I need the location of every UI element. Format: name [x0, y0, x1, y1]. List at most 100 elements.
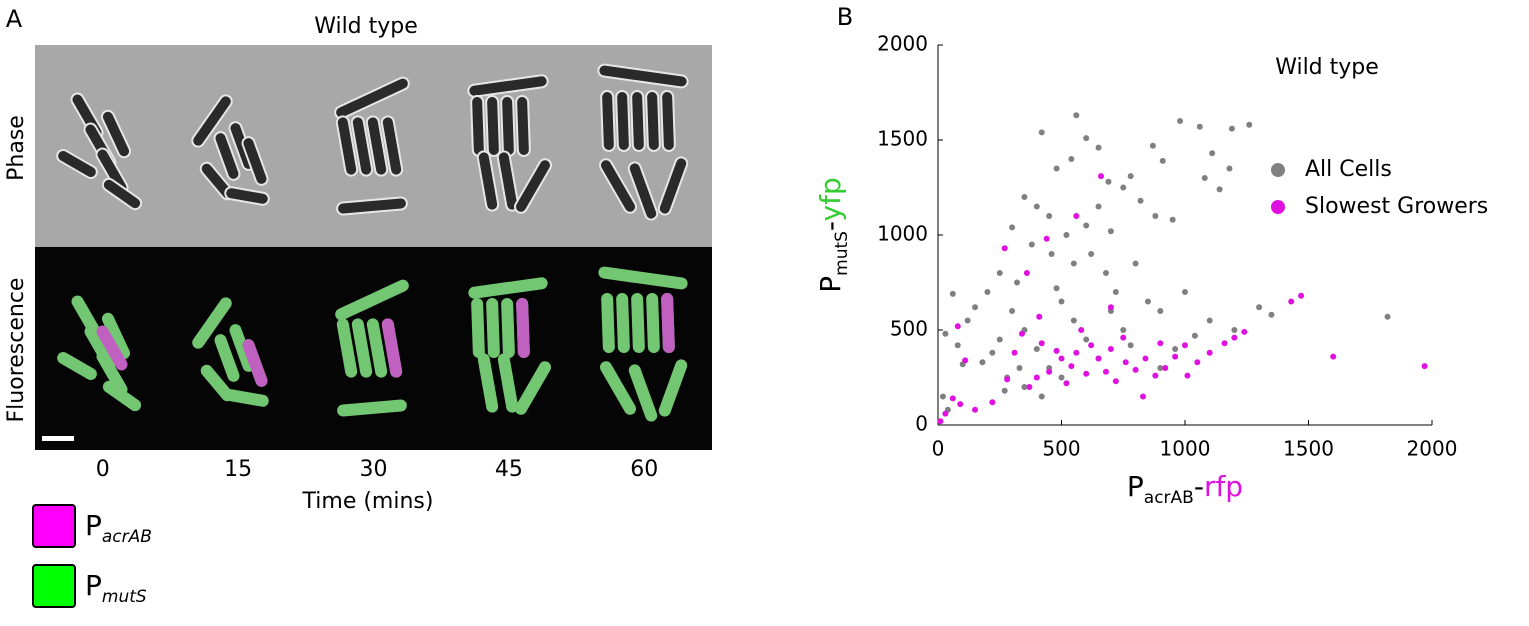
- point: [1083, 135, 1090, 142]
- label-part: -: [814, 221, 847, 231]
- point: [1070, 317, 1077, 324]
- point: [1226, 165, 1233, 172]
- x-tick-label: 1500: [1283, 437, 1334, 461]
- row-label: Phase: [4, 115, 29, 181]
- point: [1073, 112, 1080, 119]
- panel-label: A: [6, 5, 23, 33]
- point: [1102, 270, 1109, 276]
- point: [1083, 222, 1090, 229]
- point: [1157, 308, 1164, 314]
- point: [1152, 372, 1159, 379]
- legend-subscript: mutS: [102, 587, 147, 607]
- point: [1038, 393, 1045, 400]
- micrographs: [35, 45, 712, 450]
- point: [1107, 228, 1114, 235]
- point: [1001, 245, 1008, 252]
- time-label: 30: [360, 457, 388, 482]
- point: [1194, 359, 1201, 366]
- point: [984, 289, 991, 295]
- point: [1216, 186, 1223, 193]
- point: [1088, 251, 1095, 257]
- chart-title: Wild type: [1275, 55, 1379, 80]
- legend-text: P: [85, 569, 102, 602]
- point: [1142, 355, 1149, 362]
- point: [1058, 355, 1065, 362]
- panel-label: B: [837, 3, 853, 31]
- label-part: -: [1194, 470, 1204, 503]
- point: [1021, 194, 1028, 200]
- point: [1083, 370, 1090, 377]
- point: [1102, 368, 1109, 375]
- point: [1016, 365, 1023, 371]
- point: [1021, 384, 1028, 390]
- x-tick-label: 500: [1042, 437, 1080, 461]
- point: [1268, 311, 1275, 318]
- point: [962, 357, 969, 364]
- point: [1137, 197, 1144, 204]
- point: [989, 349, 996, 356]
- point: [1182, 289, 1188, 295]
- point: [1112, 289, 1119, 295]
- point: [1172, 353, 1179, 360]
- label-part: mutS: [832, 231, 852, 276]
- time-label: 0: [96, 457, 110, 482]
- point: [1157, 340, 1164, 347]
- point: [1046, 368, 1053, 375]
- point: [1018, 330, 1025, 337]
- point: [989, 399, 996, 406]
- legend-label: PacrAB: [85, 509, 152, 547]
- time-label: 15: [224, 457, 252, 482]
- point: [1095, 355, 1102, 362]
- point: [1095, 144, 1102, 151]
- point: [1241, 328, 1248, 335]
- point: [1046, 213, 1053, 219]
- point: [1152, 213, 1159, 219]
- label-part: P: [1127, 470, 1144, 503]
- point: [1127, 342, 1134, 349]
- point: [1209, 150, 1216, 157]
- point: [1009, 308, 1016, 314]
- point: [1053, 285, 1060, 292]
- point: [1191, 332, 1198, 339]
- point: [1038, 340, 1045, 347]
- point: [996, 270, 1003, 276]
- point: [1070, 260, 1077, 267]
- label-part: yfp: [814, 177, 847, 221]
- x-axis-label: Time (mins): [302, 489, 434, 514]
- point: [1149, 142, 1156, 149]
- point: [964, 317, 971, 324]
- scatter-plot: B Wild type 0 500 1000 1500 2000 0 500 1000 1500 20…: [814, 3, 1488, 508]
- point: [1053, 165, 1060, 172]
- point: [954, 323, 961, 330]
- point: [1231, 334, 1238, 341]
- point: [937, 418, 944, 425]
- legend: PacrAB PmutS: [32, 504, 152, 608]
- point: [1140, 393, 1147, 400]
- point: [1132, 260, 1139, 267]
- legend-label: Slowest Growers: [1305, 194, 1488, 219]
- time-label: 45: [495, 457, 523, 482]
- y-tick-label: 1500: [877, 127, 928, 151]
- legend-swatch: [32, 564, 76, 608]
- point: [1120, 334, 1127, 341]
- point: [1038, 129, 1045, 136]
- point: [1107, 304, 1114, 311]
- x-tick-label: 1000: [1160, 437, 1211, 461]
- point: [1206, 349, 1213, 356]
- point: [1068, 156, 1075, 162]
- point: [1105, 178, 1112, 185]
- point: [1384, 313, 1391, 320]
- legend-swatch: [32, 504, 76, 548]
- point: [1048, 251, 1055, 257]
- time-labels: 0 15 30 45 60: [96, 457, 659, 482]
- point: [1063, 232, 1070, 238]
- point: [1231, 327, 1238, 333]
- point: [1107, 346, 1114, 352]
- point: [1221, 340, 1228, 347]
- panel-title: Wild type: [314, 14, 418, 39]
- point: [972, 304, 979, 311]
- legend-label: All Cells: [1305, 157, 1392, 182]
- point: [1004, 376, 1011, 383]
- point: [1033, 203, 1040, 210]
